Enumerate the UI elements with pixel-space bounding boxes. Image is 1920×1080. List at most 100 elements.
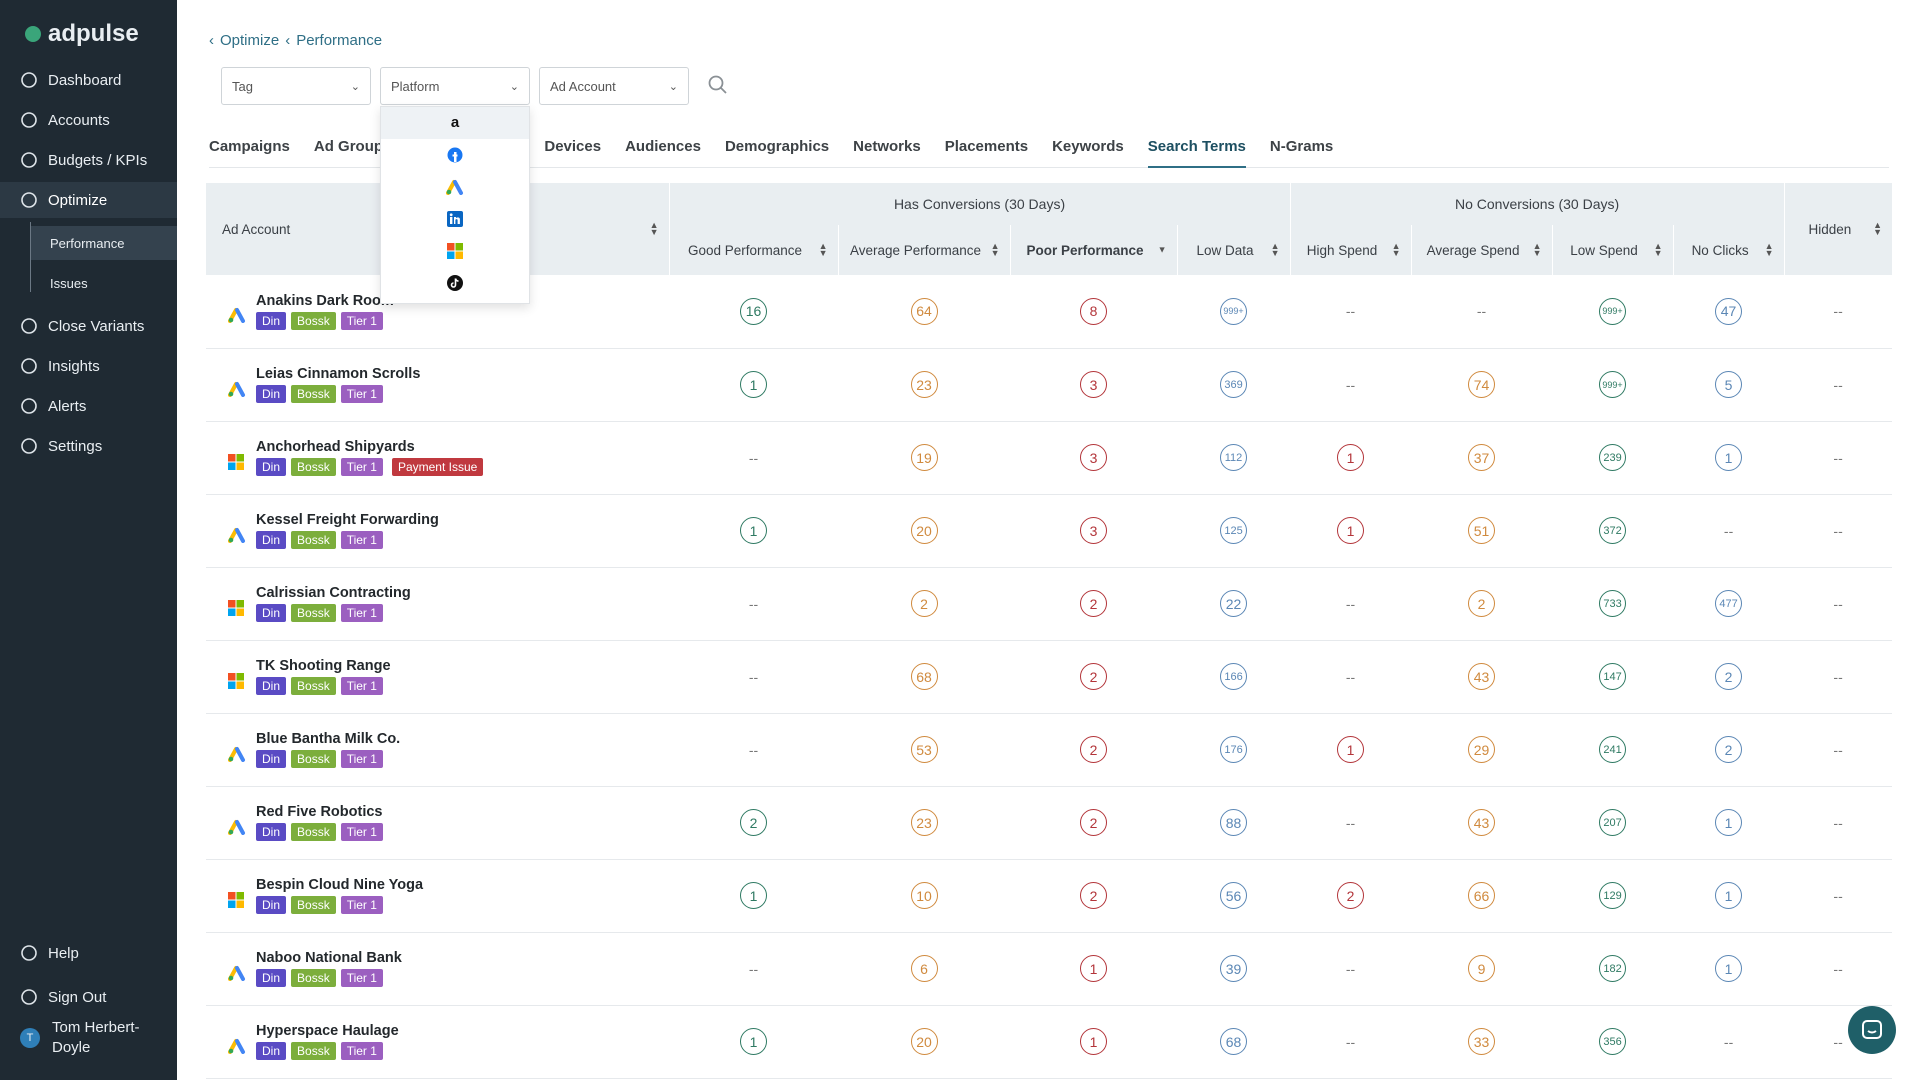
metric-cell: 2 [669,786,838,860]
tag: Din [256,1042,287,1060]
metric-cell: 66 [1411,859,1553,933]
metric-badge: 1 [1337,444,1365,471]
account-name: Anchorhead Shipyards [256,439,415,455]
tags: Din Bossk Tier 1 [256,896,668,914]
tags: Din Bossk Tier 1 [256,604,668,622]
crumb[interactable]: Performance [296,32,383,49]
account-row[interactable]: Anakins Dark Room Din Bossk Tier 1 16 64 8 999+… [206,275,1893,349]
filter-select[interactable]: Ad Account ⌄ [539,67,689,105]
tags: Din Bossk Tier 1 [256,311,668,330]
account-row[interactable]: Leias Cinnamon Scrolls Din Bossk Tier 1 1 23 3… [206,348,1893,422]
nav-label: Accounts [48,111,110,129]
amazon-option[interactable]: a [381,107,529,139]
column-header[interactable]: Poor Performance ▼ [1009,225,1177,275]
account-row[interactable]: Kessel Freight Forwarding Din Bossk Tier 1 1… [206,494,1893,568]
metric-badge: 477 [1715,590,1743,617]
nav-item[interactable]: Sign Out [0,979,177,1015]
filter-select[interactable]: Platform ⌄ [380,67,530,105]
tab[interactable]: Keywords [1052,138,1124,155]
tab[interactable]: Demographics [724,138,830,155]
column-header[interactable]: Low Data ▲ ▼ [1176,225,1291,275]
metric-empty: -- [748,668,759,685]
metric-badge: 1 [1080,955,1107,982]
metric-cell: 182 [1552,932,1674,1006]
tab[interactable]: Audiences [625,138,701,155]
metric-badge: 166 [1220,663,1248,690]
metric-empty: -- [1833,449,1843,466]
platform-icon [228,1038,245,1054]
nav-item[interactable]: Settings [0,428,177,464]
metric-badge: 2 [1080,590,1107,617]
search-button[interactable] [707,74,729,101]
tab[interactable]: Search Terms [1147,132,1246,168]
tab[interactable]: N-Grams [1269,138,1334,155]
metric-badge: 147 [1599,663,1627,690]
metric-cell: 999+ [1177,275,1291,349]
tab[interactable]: Campaigns [209,138,290,155]
metric-empty: -- [1833,303,1843,320]
nav-item[interactable]: Insights [0,348,177,384]
metric-cell: 16 [669,275,838,349]
account-row[interactable]: Bespin Cloud Nine Yoga Din Bossk Tier 1 1 10 2… [206,859,1893,933]
facebook-option[interactable] [381,139,529,171]
platform-icon [228,381,245,397]
subnav-item[interactable]: Issues [50,275,88,291]
microsoft-option[interactable] [381,235,529,267]
metric-cell: 6 [838,932,1010,1006]
filter-select[interactable]: Tag ⌄ [221,67,371,105]
nav-item[interactable]: Close Variants [0,308,177,344]
account-row[interactable]: Blue Bantha Milk Co. Din Bossk Tier 1 -- 53 2 1… [206,713,1893,787]
metric-empty: -- [1833,595,1843,612]
header-row: Good Performance ▲ ▼ Average Performance ▲ ▼ P… [206,225,1892,275]
nav-item[interactable]: Alerts [0,388,177,424]
column-header[interactable]: High Spend ▲ ▼ [1289,225,1412,275]
tag: Din [256,385,287,403]
tag: Din [256,677,287,695]
icon [21,358,37,374]
metric-cell: 1 [1673,859,1785,933]
tag: Din [256,750,287,768]
chat-button[interactable] [1848,1006,1896,1054]
column-header[interactable]: Low Spend ▲ ▼ [1551,225,1674,275]
account-row[interactable]: Naboo National Bank Din Bossk Tier 1 -- 6 1 39 -… [206,932,1893,1006]
account-row[interactable]: Calrissian Contracting Din Bossk Tier 1 -- 2 2… [206,567,1893,641]
account-row[interactable]: Hyperspace Haulage Din Bossk Tier 1 1 20 1 68 --… [206,1005,1893,1079]
metric-cell: 372 [1552,494,1674,568]
column-header[interactable]: No Clicks ▲ ▼ [1672,225,1785,275]
tab[interactable]: Ad Groups [313,138,392,155]
metric-empty: -- [1833,376,1843,393]
platform-icon [228,746,245,762]
account-row[interactable]: Anchorhead Shipyards Din Bossk Tier 1 Paymen… [206,421,1893,495]
column-header[interactable]: Average Spend ▲ ▼ [1410,225,1553,275]
column-header[interactable]: Good Performance ▲ ▼ [668,225,838,275]
account-row[interactable]: Red Five Robotics Din Bossk Tier 1 2 23 2 88 -- 4… [206,786,1893,860]
metric-cell: 3 [1010,421,1177,495]
account-name: Leias Cinnamon Scrolls [256,366,421,382]
metric-cell: 23 [838,786,1010,860]
metric-badge: 68 [1220,1028,1248,1055]
metric-badge: 241 [1599,736,1627,763]
tab[interactable]: Devices [544,138,602,155]
account-name: Anakins Dark Room [256,292,394,309]
tab[interactable]: Networks [853,138,921,155]
crumb[interactable]: Optimize [220,32,280,49]
metric-cell: 23 [838,348,1010,422]
column-header[interactable]: Hidden ▲ ▼ [1783,183,1893,275]
google-ads-option[interactable] [381,171,529,203]
nav-item[interactable]: Help [0,935,177,971]
nav-item[interactable]: Dashboard [0,62,177,98]
nav-item[interactable]: Accounts [0,102,177,138]
subnav-item[interactable]: Performance [30,226,177,260]
icon [21,438,37,454]
metric-badge: 16 [740,297,767,325]
tag: Din [256,969,287,987]
tag: Din [256,604,287,622]
column-header[interactable]: Average Performance ▲ ▼ [837,225,1010,275]
account-row[interactable]: TK Shooting Range Din Bossk Tier 1 -- 68 2 166 -… [206,640,1893,714]
tab[interactable]: Placements [944,138,1029,155]
tiktok-option[interactable] [381,267,529,299]
nav-item[interactable]: Optimize [0,182,177,218]
linkedin-option[interactable] [381,203,529,235]
nav-item[interactable]: Budgets / KPIs [0,142,177,178]
tag: Din [256,531,287,549]
